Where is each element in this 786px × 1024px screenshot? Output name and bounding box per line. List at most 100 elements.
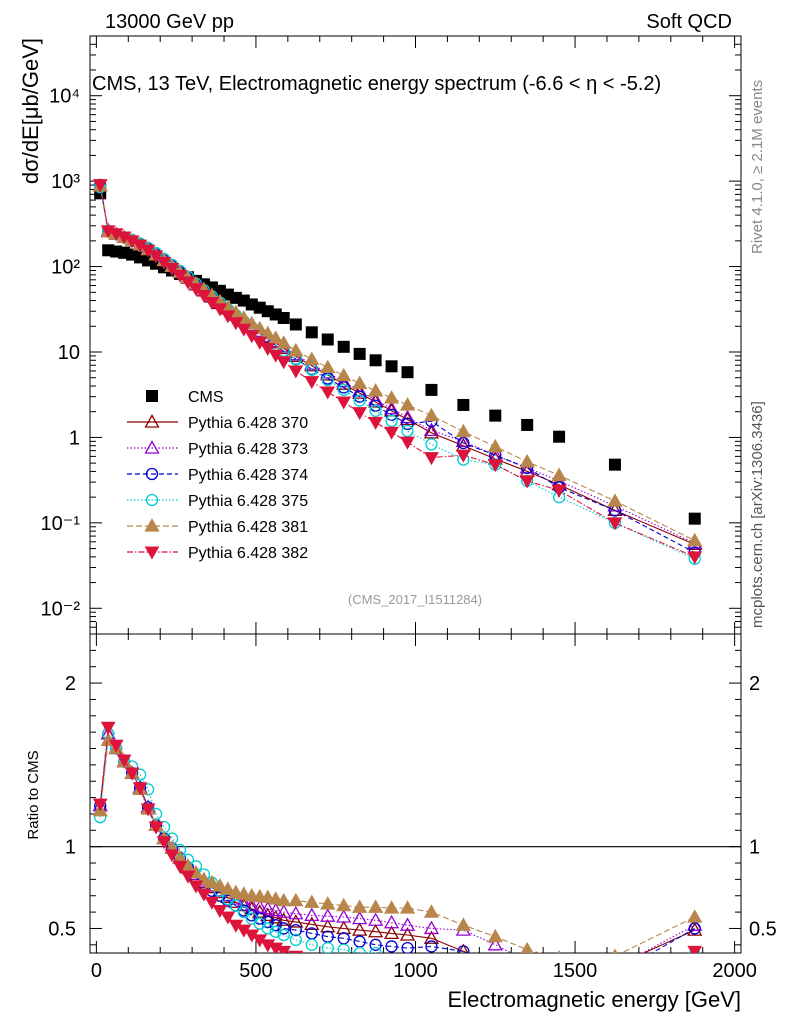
ratio-point-p382 <box>108 739 124 753</box>
ratio-point-p374 <box>289 923 302 937</box>
ratio-point-p381 <box>204 874 220 889</box>
ratio-point-p381 <box>487 928 503 943</box>
y-ticks-ratio <box>90 633 741 946</box>
ratio-point-p382 <box>288 950 304 953</box>
y-tick-label-ratio: 0.5 <box>48 918 76 940</box>
ratio-point-p373 <box>268 902 284 917</box>
main-point-cms <box>134 251 147 264</box>
ratio-point-p375 <box>269 925 282 938</box>
ratio-point-p374 <box>425 940 438 953</box>
main-point-p381 <box>687 532 703 547</box>
main-point-p382 <box>352 407 368 421</box>
main-point-cms <box>118 246 131 259</box>
main-point-p382 <box>148 250 164 264</box>
main-point-p381 <box>455 423 471 438</box>
main-point-p382 <box>228 317 244 331</box>
main-point-p381 <box>276 335 292 349</box>
main-point-p381 <box>399 397 416 411</box>
main-point-p382 <box>276 356 292 370</box>
main-point-p375 <box>321 373 334 387</box>
main-point-p381 <box>352 375 368 389</box>
main-point-p381 <box>336 367 352 382</box>
ratio-point-p381 <box>336 897 352 912</box>
ratio-point-p381 <box>383 900 400 914</box>
ratio-point-p370 <box>304 916 320 931</box>
ratio-point-p375 <box>237 905 250 919</box>
main-point-p374 <box>353 390 366 403</box>
main-point-cms <box>608 458 621 471</box>
main-point-p381 <box>383 390 400 404</box>
ratio-point-p373 <box>352 910 368 925</box>
ratio-point-p382 <box>100 721 116 735</box>
ratio-point-p373 <box>236 894 252 908</box>
ratio-point-p373 <box>487 936 503 951</box>
main-point-p375 <box>337 383 350 397</box>
main-point-p373 <box>383 400 400 415</box>
main-point-p381 <box>320 359 336 374</box>
ratio-point-p375 <box>609 972 620 983</box>
ratio-point-p370 <box>399 927 416 941</box>
y-ticks-main <box>90 35 741 635</box>
ratio-point-p381 <box>268 891 284 905</box>
ratio-point-p382 <box>124 767 140 781</box>
ratio-point-p382 <box>212 904 228 918</box>
ratio-point-p370 <box>687 922 703 936</box>
ratio-point-p370 <box>260 907 276 922</box>
mcplots-label: mcplots.cern.ch [arXiv:1306.3436] <box>749 401 766 628</box>
ratio-point-p381 <box>220 881 236 895</box>
ratio-point-p373 <box>399 917 416 931</box>
ratio-point-p374 <box>457 945 470 953</box>
ratio-point-p381 <box>352 899 368 913</box>
ratio-point-p382 <box>337 963 350 975</box>
ratio-point-p375 <box>353 946 366 953</box>
legend-label-cms: CMS <box>188 389 224 406</box>
y-tick-label-main: 1 <box>69 427 80 449</box>
main-point-p382 <box>487 459 503 473</box>
ratio-point-p382 <box>220 911 236 925</box>
y-tick-label-main: 10³ <box>51 171 80 193</box>
main-series-p382 <box>92 179 703 565</box>
y-tick-label-ratio-right: 0.5 <box>749 918 777 940</box>
ratio-point-p374 <box>277 922 290 935</box>
main-point-p382 <box>288 365 304 379</box>
ratio-point-p382 <box>608 971 621 983</box>
x-axis-label: Electromagnetic energy [GeV] <box>448 987 741 1012</box>
legend-marker-p373 <box>144 440 160 454</box>
main-point-p382 <box>212 303 228 317</box>
main-point-p382 <box>368 416 383 430</box>
y-tick-label-main: 10⁻² <box>41 598 81 620</box>
main-point-p381 <box>260 325 276 340</box>
ratio-point-p382 <box>156 836 172 850</box>
ratio-point-p382 <box>180 870 196 884</box>
ratio-point-p375 <box>289 933 302 947</box>
header-right: Soft QCD <box>646 11 732 33</box>
main-point-p374 <box>457 436 470 450</box>
ratio-point-p374 <box>401 941 414 953</box>
main-point-p382 <box>204 296 220 310</box>
x-tick-label: 0 <box>91 960 102 982</box>
main-point-p381 <box>423 407 440 422</box>
main-series-p375 <box>94 181 701 565</box>
main-point-p382 <box>260 342 276 356</box>
y-tick-label-ratio: 1 <box>65 837 76 859</box>
ratio-point-p373 <box>288 905 304 920</box>
ratio-point-p375 <box>369 946 382 953</box>
main-point-cms <box>489 409 502 422</box>
main-point-p373 <box>455 433 471 447</box>
main-point-cms <box>401 366 414 379</box>
ratio-series-group <box>92 721 703 983</box>
legend-marker-p382 <box>144 546 160 560</box>
ratio-point-p375 <box>458 969 469 980</box>
legend-marker-p381 <box>144 518 160 532</box>
y-tick-label-main: 10⁴ <box>49 86 80 108</box>
ratio-point-p381 <box>520 941 534 953</box>
legend-label-p381: Pythia 6.428 381 <box>188 519 308 536</box>
ratio-point-p374 <box>269 919 282 932</box>
ratio-line-p381 <box>99 739 695 953</box>
ratio-point-p375 <box>337 943 350 953</box>
ratio-point-p374 <box>385 940 398 953</box>
x-ticks <box>95 36 736 953</box>
main-point-p375 <box>353 394 366 407</box>
x-tick-label: 1000 <box>393 960 438 982</box>
main-point-p382 <box>196 289 212 303</box>
